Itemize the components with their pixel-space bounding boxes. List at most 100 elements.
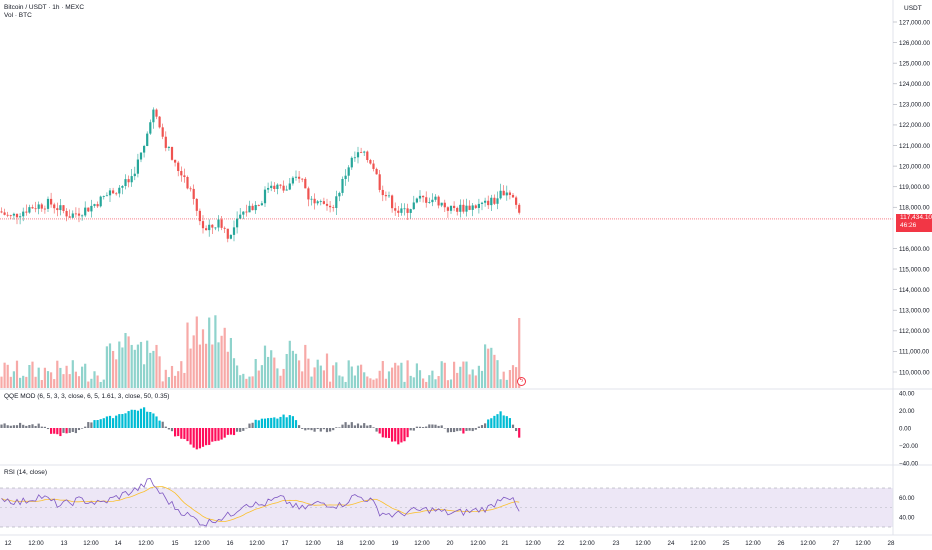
- candle-body: [437, 196, 440, 206]
- volume-bar: [90, 378, 93, 388]
- qqe-bar: [329, 428, 332, 432]
- volume-bar: [403, 381, 406, 388]
- candle-body: [366, 151, 369, 161]
- lightning-icon[interactable]: ϟ: [517, 377, 526, 386]
- volume-bar: [263, 345, 267, 388]
- volume-bar: [335, 362, 338, 388]
- symbol-title[interactable]: Bitcoin / USDT · 1h · MEXC: [4, 4, 85, 11]
- candle-body: [71, 213, 74, 218]
- volume-bar: [493, 354, 496, 388]
- volume-bar: [422, 378, 425, 388]
- candle-body: [459, 204, 462, 212]
- volume-bar: [158, 356, 161, 388]
- volume-bar: [381, 361, 384, 388]
- candle-body: [112, 190, 115, 194]
- rsi-line: [1, 478, 520, 527]
- rsi-title[interactable]: RSI (14, close): [4, 469, 47, 476]
- time-tick-label: 20: [447, 540, 454, 547]
- candle-body: [248, 205, 251, 213]
- price-tick-label: 124,000.00: [899, 81, 931, 88]
- price-tick-label: 115,000.00: [899, 266, 930, 273]
- qqe-bar: [239, 428, 242, 432]
- volume-bar: [288, 340, 291, 388]
- qqe-bar: [65, 428, 68, 434]
- candle-body: [232, 227, 236, 235]
- volume-bar: [490, 347, 493, 388]
- candle-body: [310, 198, 313, 200]
- qqe-bar: [502, 415, 505, 428]
- volume-bar: [115, 359, 118, 388]
- candle-body: [84, 207, 87, 216]
- candle-body: [372, 163, 375, 169]
- price-tick-label: 114,000.00: [899, 287, 930, 294]
- qqe-bar: [130, 409, 133, 428]
- qqe-bar: [276, 418, 279, 428]
- qqe-bar: [291, 416, 294, 428]
- qqe-bar: [465, 428, 468, 431]
- qqe-bar: [37, 423, 40, 428]
- time-tick-label: 12:00: [194, 540, 210, 547]
- qqe-bar: [105, 416, 108, 428]
- candle-body: [19, 216, 22, 218]
- qqe-bar: [205, 428, 208, 446]
- qqe-bar: [46, 428, 50, 430]
- candle-body: [490, 197, 493, 206]
- volume-bar: [192, 335, 195, 388]
- volume-bar: [304, 344, 307, 388]
- volume-bar: [127, 336, 130, 388]
- volume-bar: [375, 378, 378, 388]
- qqe-bar: [387, 428, 391, 439]
- volume-bar: [428, 375, 431, 388]
- qqe-bar: [40, 426, 43, 428]
- qqe-title[interactable]: QQE MOD (6, 5, 3, 3, close, 6, 5, 1.61, …: [4, 393, 170, 400]
- volume-bar: [74, 371, 77, 388]
- candle-body: [201, 221, 205, 229]
- volume-bar: [462, 361, 465, 388]
- volume-bar: [223, 327, 226, 388]
- volume-bar: [9, 376, 12, 388]
- qqe-bar: [9, 425, 12, 428]
- candle-body: [198, 210, 201, 222]
- qqe-bar: [428, 424, 431, 428]
- time-tick-label: 12:00: [800, 540, 816, 547]
- volume-bar: [220, 335, 223, 388]
- qqe-bar: [453, 428, 456, 433]
- qqe-bar: [164, 426, 167, 428]
- qqe-bar: [480, 425, 484, 428]
- qqe-bar: [136, 410, 139, 428]
- volume-bar: [279, 375, 282, 388]
- rsi-tick-label: 60.00: [899, 495, 915, 502]
- candle-body: [443, 202, 446, 208]
- volume-bar: [515, 367, 518, 388]
- candle-body: [93, 204, 96, 206]
- candle-body: [313, 198, 316, 204]
- qqe-bar: [112, 418, 115, 428]
- candle-body: [77, 213, 81, 216]
- candle-body: [400, 208, 403, 213]
- candle-body: [127, 179, 130, 183]
- qqe-bar: [149, 412, 152, 428]
- qqe-bar: [313, 428, 316, 432]
- currency-label[interactable]: USDT: [904, 5, 922, 12]
- qqe-bar: [0, 424, 3, 428]
- volume-bar: [6, 364, 9, 388]
- candle-body: [487, 200, 490, 206]
- qqe-bar: [384, 428, 387, 438]
- volume-bar: [276, 368, 279, 388]
- time-tick-label: 18: [337, 540, 344, 547]
- candle-body: [307, 188, 310, 200]
- volume-bar: [161, 381, 164, 388]
- qqe-bar: [378, 428, 381, 434]
- qqe-bar: [56, 428, 59, 435]
- qqe-bar: [257, 420, 260, 428]
- qqe-bar: [211, 428, 214, 442]
- qqe-bar: [87, 422, 90, 428]
- candle-body: [508, 192, 511, 195]
- candle-body: [322, 201, 325, 204]
- candle-body: [276, 184, 279, 189]
- volume-bar: [505, 379, 508, 388]
- volume-bar: [155, 344, 158, 388]
- volume-bar: [164, 369, 167, 388]
- qqe-bar: [146, 411, 149, 428]
